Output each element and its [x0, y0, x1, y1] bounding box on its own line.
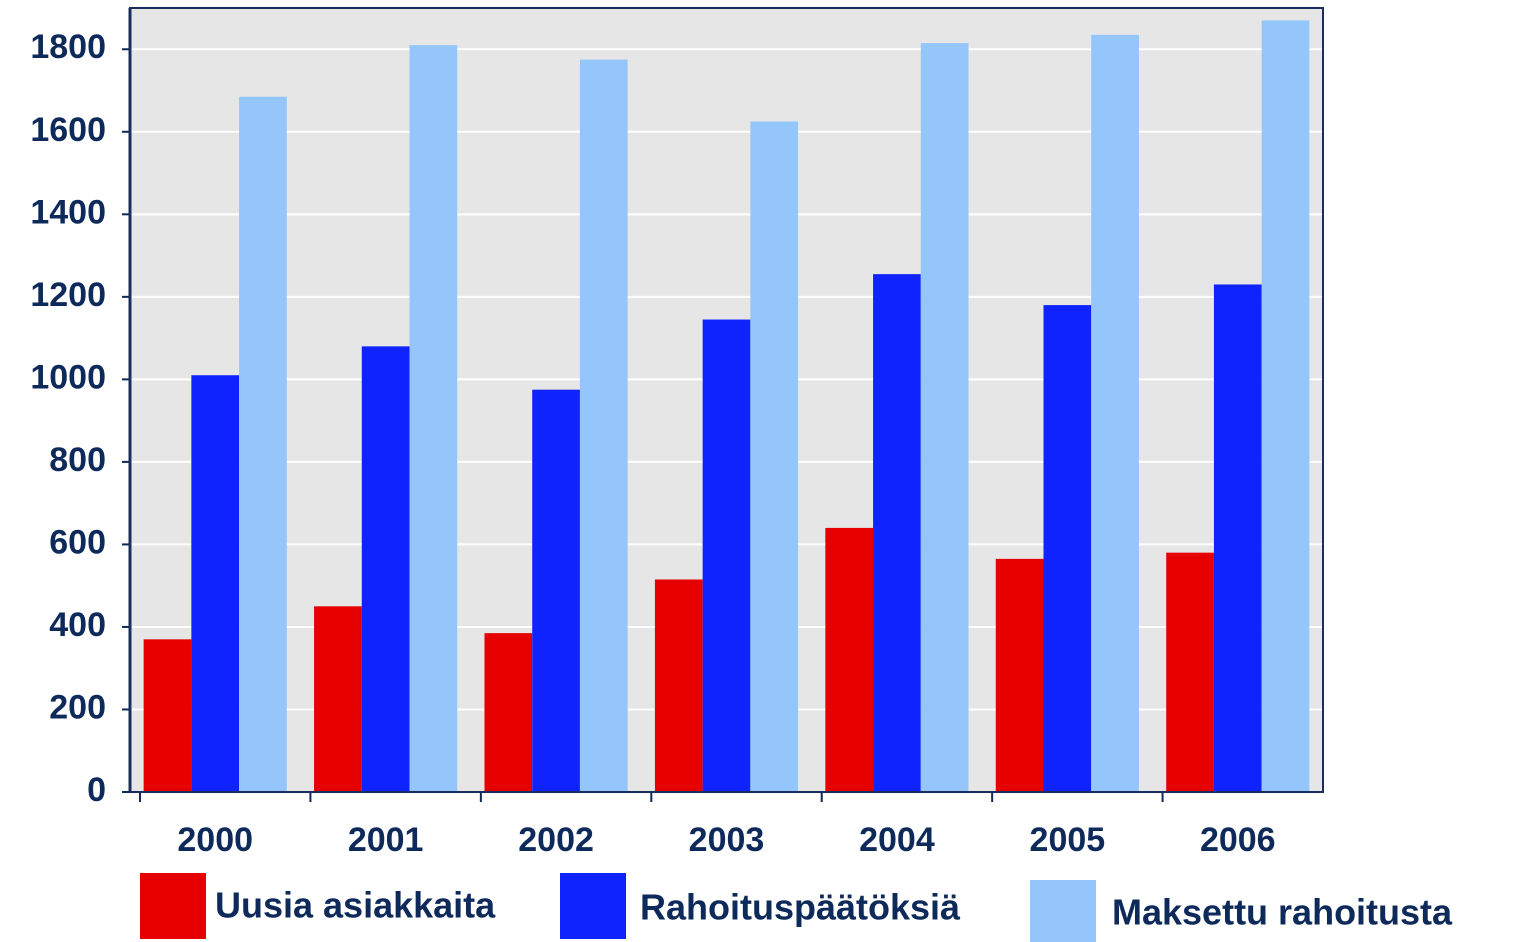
bar [191, 375, 240, 792]
x-tick-label: 2000 [177, 821, 253, 859]
bar [361, 346, 410, 792]
y-tick-label: 1600 [30, 111, 106, 149]
x-tick-label: 2003 [689, 821, 765, 859]
y-tick-label: 1400 [30, 193, 106, 231]
bar [239, 96, 287, 792]
bar [825, 527, 874, 792]
bar [314, 606, 362, 792]
bar [920, 43, 969, 793]
bar [1091, 34, 1139, 793]
bar [750, 121, 799, 792]
legend-label: Uusia asiakkaita [215, 885, 496, 926]
bar [409, 45, 458, 792]
bar [995, 558, 1044, 792]
bar [1043, 305, 1092, 792]
y-tick-label: 200 [49, 688, 106, 726]
bar [1166, 552, 1214, 792]
y-tick-label: 800 [49, 441, 106, 479]
y-tick-label: 600 [49, 523, 106, 561]
y-tick-label: 400 [49, 606, 106, 644]
bar [873, 274, 921, 793]
x-tick-label: 2001 [348, 821, 424, 859]
y-tick-label: 0 [87, 771, 106, 809]
bar [532, 389, 580, 792]
y-tick-label: 1000 [30, 358, 106, 396]
y-tick-label: 1800 [30, 28, 106, 66]
legend-label: Maksettu rahoitusta [1112, 892, 1453, 933]
x-tick-label: 2002 [518, 821, 594, 859]
bar [702, 319, 751, 792]
legend-label: Rahoituspäätöksiä [640, 887, 961, 928]
x-tick-label: 2006 [1200, 821, 1276, 859]
bar [654, 579, 703, 792]
bar [1213, 284, 1262, 792]
legend-swatch [140, 873, 206, 939]
legend-swatch [1030, 880, 1096, 942]
legend-swatch [560, 873, 626, 939]
x-tick-label: 2004 [859, 821, 935, 859]
bar [579, 59, 628, 792]
x-tick-label: 2005 [1030, 821, 1106, 859]
bar [1261, 20, 1310, 792]
bar [143, 639, 192, 792]
bar [484, 633, 533, 792]
y-tick-label: 1200 [30, 276, 106, 314]
